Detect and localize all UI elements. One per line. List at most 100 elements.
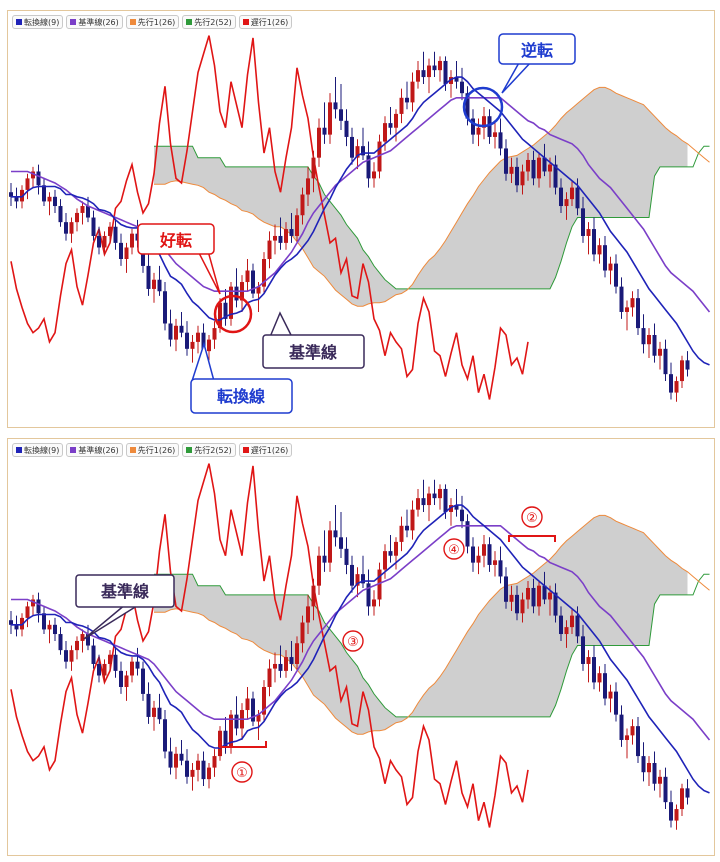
candle xyxy=(647,756,651,787)
cloud-segment xyxy=(264,594,270,653)
cloud-segment xyxy=(214,157,220,198)
legend-label: 基準線(26) xyxy=(78,17,119,27)
candle xyxy=(372,162,376,188)
candle xyxy=(410,500,415,540)
cloud-segment xyxy=(484,172,490,289)
candle-body xyxy=(438,60,442,71)
candle-body xyxy=(597,673,602,683)
legend-item[interactable]: 先行1(26) xyxy=(125,443,180,457)
candle-body xyxy=(163,719,167,752)
ichimoku-chart-bottom: 基準線 ① ② ③ ④ xyxy=(9,463,711,830)
candle xyxy=(64,212,68,241)
candle xyxy=(685,351,690,377)
candle xyxy=(163,710,167,759)
legend-item[interactable]: 遅行1(26) xyxy=(238,443,293,457)
candle xyxy=(636,288,640,335)
candle-body xyxy=(344,120,349,137)
candle-body xyxy=(168,751,173,768)
cloud-segment xyxy=(275,166,281,227)
candle xyxy=(53,617,57,641)
cloud-segment xyxy=(324,194,330,284)
candle xyxy=(652,323,657,363)
cloud-segment xyxy=(594,87,600,218)
kijunsen-callout-box xyxy=(262,334,365,369)
marker-4-label: ④ xyxy=(448,543,460,558)
cloud-segment xyxy=(649,110,655,218)
candle xyxy=(91,210,96,241)
cloud-segment xyxy=(341,215,347,300)
candle-body xyxy=(476,555,481,563)
cloud-segment xyxy=(588,89,594,218)
cloud-segment xyxy=(583,94,589,218)
candle xyxy=(130,229,134,255)
candle xyxy=(212,321,217,349)
candle xyxy=(152,700,156,731)
legend-item[interactable]: 転換線(9) xyxy=(12,443,64,457)
cloud-segment xyxy=(352,659,358,735)
marker-4-circle xyxy=(443,538,465,560)
candle-body xyxy=(454,77,459,82)
legend-item[interactable]: 基準線(26) xyxy=(66,443,123,457)
kijunsen-label: 基準線 xyxy=(288,343,337,362)
candle xyxy=(476,118,481,147)
cloud-segment xyxy=(627,525,633,646)
candle xyxy=(146,682,151,724)
candle xyxy=(498,546,503,584)
cloud-segment xyxy=(610,89,616,218)
candle xyxy=(317,118,321,167)
candle-body xyxy=(641,756,646,773)
legend-item[interactable]: 基準線(26) xyxy=(66,15,123,29)
legend-item[interactable]: 遅行1(26) xyxy=(238,15,293,29)
candle xyxy=(273,652,277,683)
candle-body xyxy=(218,302,222,329)
candle-body xyxy=(537,157,541,179)
legend-item[interactable]: 先行2(52) xyxy=(182,443,236,457)
cloud-segment xyxy=(632,528,638,646)
kijun-line xyxy=(11,525,711,741)
candle xyxy=(31,594,35,616)
candle-body xyxy=(152,707,156,717)
candle-body xyxy=(641,328,646,345)
cloud-segment xyxy=(456,640,462,717)
candle xyxy=(130,657,134,683)
cloud-segment xyxy=(566,108,572,243)
cloud-segment xyxy=(242,594,248,640)
candle-body xyxy=(196,760,200,770)
legend-label: 先行2(52) xyxy=(194,445,232,455)
candle xyxy=(526,153,530,181)
cloud-segment xyxy=(385,707,391,730)
candle xyxy=(454,488,459,517)
candle-body xyxy=(570,615,574,628)
legend-item[interactable]: 先行1(26) xyxy=(125,15,180,29)
candle-body xyxy=(278,235,283,243)
candle-body xyxy=(625,307,629,312)
candle-body xyxy=(652,335,657,356)
candle xyxy=(75,208,79,232)
candle-body xyxy=(350,136,354,158)
legend-swatch xyxy=(186,19,193,25)
candle xyxy=(394,109,398,142)
candle xyxy=(438,56,442,82)
candle-body xyxy=(185,332,189,349)
candle xyxy=(553,583,558,623)
cloud-segment xyxy=(467,195,473,289)
candle-body xyxy=(619,714,624,740)
candle xyxy=(240,703,244,740)
candle xyxy=(113,647,118,678)
cloud-segment xyxy=(489,594,495,717)
candle-body xyxy=(608,691,613,699)
candle-body xyxy=(146,693,151,717)
cloud-segment xyxy=(506,584,512,717)
legend-item[interactable]: 転換線(9) xyxy=(12,15,64,29)
candle-body xyxy=(372,599,376,607)
candle xyxy=(432,51,437,78)
candle-body xyxy=(443,488,448,512)
candle xyxy=(102,231,107,255)
candle-body xyxy=(542,157,547,172)
candle-body xyxy=(454,505,459,510)
candle-body xyxy=(399,525,404,542)
candle xyxy=(289,640,294,671)
candle xyxy=(421,479,426,512)
legend-swatch xyxy=(16,447,22,453)
legend-item[interactable]: 先行2(52) xyxy=(182,15,236,29)
